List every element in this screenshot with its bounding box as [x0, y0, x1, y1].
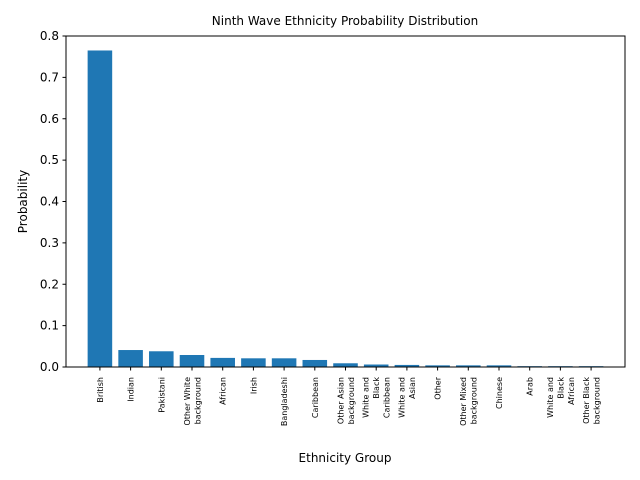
y-tick-label: 0.5 [40, 153, 59, 167]
bars-group [87, 50, 604, 367]
x-tick-label: White and Black Caribbean [362, 377, 392, 418]
bar [118, 350, 143, 367]
x-tick-label: Other [434, 376, 443, 399]
x-tick-label: Irish [249, 377, 258, 394]
bar [210, 357, 235, 367]
y-axis-label: Probability [16, 170, 30, 233]
bar [149, 351, 174, 367]
x-tick-label: White and Black African [546, 377, 576, 418]
x-tick-label: British [96, 377, 105, 403]
bar [333, 363, 358, 367]
x-tick-label: White and Asian [398, 377, 418, 418]
bar [394, 364, 420, 367]
x-tick-label: African [219, 377, 228, 405]
x-tick-label: Other White background [183, 377, 203, 426]
x-tick-label: Chinese [495, 377, 504, 409]
y-tick-label: 0.1 [40, 319, 59, 333]
x-tick-label: Bangladeshi [280, 377, 289, 426]
bar [271, 358, 297, 367]
bar [302, 359, 328, 367]
x-axis-label: Ethnicity Group [299, 451, 392, 465]
bar [486, 365, 512, 367]
y-tick-label: 0.8 [40, 29, 59, 43]
bar [179, 355, 205, 367]
x-tick-label: Pakistani [157, 377, 166, 413]
y-tick-label: 0.0 [40, 360, 59, 374]
y-axis: 0.0 0.1 0.2 0.3 0.4 0.5 0.6 0.7 0.8 [40, 29, 66, 374]
x-tick-label: Indian [127, 377, 136, 402]
x-axis: British Indian Pakistani Other White backgro… [96, 367, 601, 426]
bar [456, 365, 481, 367]
x-tick-label: Caribbean [311, 377, 320, 418]
y-tick-label: 0.4 [40, 195, 59, 209]
x-tick-label: Arab [526, 377, 535, 396]
y-tick-label: 0.7 [40, 70, 59, 84]
bar [363, 364, 389, 367]
y-tick-label: 0.2 [40, 277, 59, 291]
bar [425, 365, 450, 367]
y-tick-label: 0.3 [40, 236, 59, 250]
x-tick-label: Other Black background [582, 377, 602, 425]
bar [241, 358, 266, 367]
bar [87, 50, 113, 367]
y-tick-label: 0.6 [40, 112, 59, 126]
chart-title: Ninth Wave Ethnicity Probability Distrib… [212, 14, 478, 28]
plot-frame [65, 35, 626, 368]
x-tick-label: Other Mixed background [459, 377, 479, 426]
x-tick-label: Other Asian background [336, 377, 356, 424]
